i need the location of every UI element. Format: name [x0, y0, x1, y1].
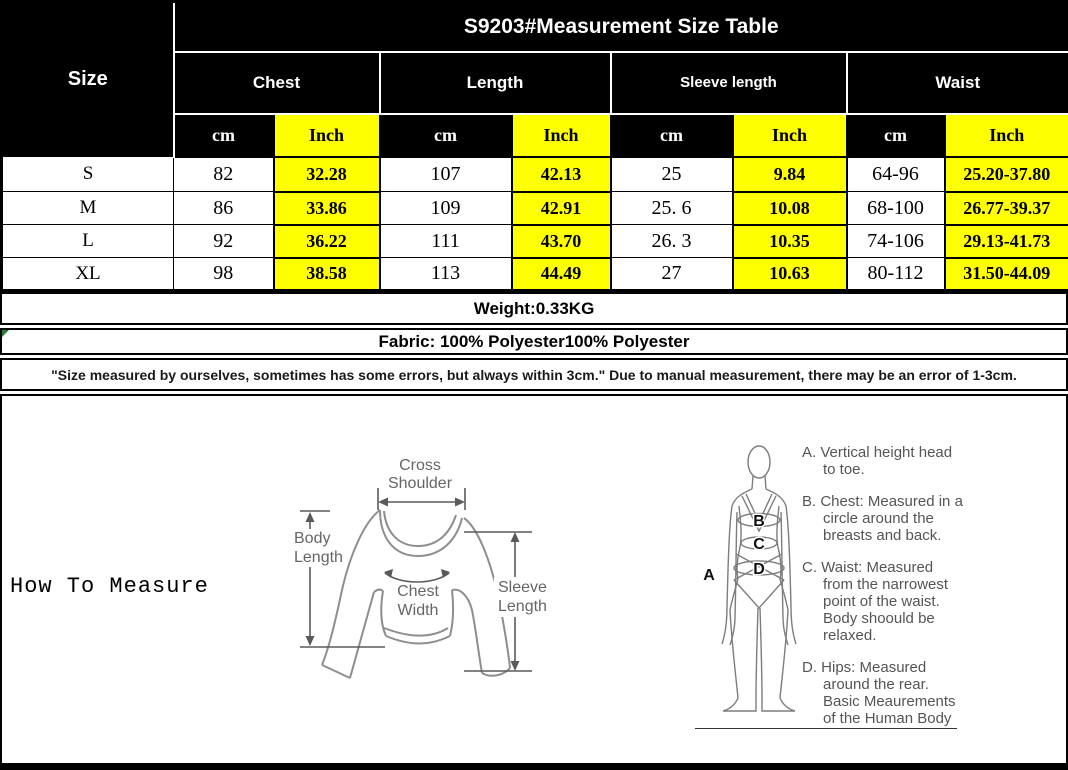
fabric-text: Fabric: 100% Polyester100% Polyester: [378, 331, 690, 351]
weight-text: Weight:0.33KG: [473, 298, 595, 318]
body-length-label: Length: [294, 549, 343, 566]
length-cm-value: 111: [379, 224, 512, 258]
length-inch-value: 42.13: [510, 155, 612, 193]
table-row-s: S 82 32.28 107 42.13 25 9.84 64-96 25.20…: [1, 155, 1068, 193]
cross-shoulder-label: Cross: [399, 457, 441, 474]
group-header-sleeve-length: Sleeve length: [609, 50, 848, 115]
table-row-l: L 92 36.22 111 43.70 26. 3 10.35 74-106 …: [1, 223, 1068, 259]
fabric-row: Fabric: 100% Polyester100% Polyester: [0, 328, 1068, 355]
figure-underline: [695, 728, 957, 729]
measure-instructions: A. Vertical height head to toe. B. Chest…: [802, 444, 977, 742]
length-inch-value: 43.70: [510, 223, 612, 259]
instruction-c: C. Waist: Measured from the narrowest po…: [802, 559, 949, 644]
cell-corner-marker: [2, 330, 9, 337]
arrow-heads: [305, 497, 520, 671]
cross-shoulder-label: Shoulder: [388, 475, 453, 492]
group-header-chest: Chest: [172, 50, 381, 115]
chest-cm-value: 82: [173, 156, 274, 192]
sleeve-cm-value: 25. 6: [610, 191, 733, 225]
unit-header-length-inch: Inch: [510, 112, 612, 158]
label-b: B: [753, 513, 765, 530]
sleeve-inch-value: 10.63: [731, 256, 848, 292]
instruction-a: A. Vertical height head to toe.: [802, 444, 953, 478]
chest-inch-value: 36.22: [272, 223, 381, 259]
chest-cm-value: 86: [173, 191, 274, 225]
how-to-measure-heading: How To Measure: [10, 574, 209, 599]
length-cm-value: 107: [379, 156, 512, 192]
body-length-label: Body: [294, 530, 330, 547]
table-title: S9203#Measurement Size Table: [172, 1, 1068, 53]
waist-cm-value: 80-112: [846, 257, 945, 291]
shirt-diagram-labels: Cross Shoulder Body Length Chest Width S…: [291, 457, 556, 619]
disclaimer-text: "Size measured by ourselves, sometimes h…: [51, 366, 1017, 383]
label-d: D: [753, 561, 765, 578]
shirt-outline: [321, 509, 511, 679]
body-diagram-labels: A B C D: [702, 512, 767, 586]
weight-row: Weight:0.33KG: [0, 292, 1068, 325]
chest-cm-value: 98: [173, 257, 274, 291]
size-value: S: [1, 156, 174, 192]
chest-inch-value: 33.86: [272, 190, 381, 226]
sleeve-length-label: Sleeve: [498, 579, 547, 596]
length-inch-value: 42.91: [510, 190, 612, 226]
waist-cm-value: 68-100: [846, 191, 945, 225]
bottom-border-bar: [0, 765, 1068, 770]
sleeve-cm-value: 25: [610, 156, 733, 192]
size-column-header: Size: [1, 1, 175, 157]
group-header-waist: Waist: [845, 50, 1068, 115]
unit-header-chest-inch: Inch: [272, 112, 381, 158]
waist-inch-value: 26.77-39.37: [943, 190, 1068, 226]
chest-cm-value: 92: [173, 224, 274, 258]
length-inch-value: 44.49: [510, 256, 612, 292]
waist-cm-value: 64-96: [846, 156, 945, 192]
chest-inch-value: 32.28: [272, 155, 381, 193]
sleeve-cm-value: 26. 3: [610, 224, 733, 258]
how-to-measure-section: How To Measure: [0, 394, 1068, 765]
length-cm-value: 109: [379, 191, 512, 225]
length-cm-value: 113: [379, 257, 512, 291]
group-header-length: Length: [378, 50, 612, 115]
body-measure-diagram: A B C D: [702, 445, 797, 712]
sleeve-inch-value: 9.84: [731, 155, 848, 193]
table-row-m: M 86 33.86 109 42.91 25. 6 10.08 68-100 …: [1, 190, 1068, 226]
sleeve-inch-value: 10.35: [731, 223, 848, 259]
unit-header-waist-inch: Inch: [943, 112, 1068, 158]
unit-header-waist-cm: cm: [846, 112, 945, 158]
measurement-size-table: Size S9203#Measurement Size Table Chest …: [0, 0, 1068, 292]
sleeve-length-label: Length: [498, 598, 547, 615]
unit-header-sleeve-cm: cm: [610, 112, 733, 158]
shirt-measure-diagram: Cross Shoulder Body Length Chest Width S…: [291, 457, 556, 679]
table-row-xl: XL 98 38.58 113 44.49 27 10.63 80-112 31…: [1, 256, 1068, 292]
chest-width-label: Width: [398, 602, 439, 619]
label-a: A: [703, 567, 715, 584]
unit-header-sleeve-inch: Inch: [731, 112, 848, 158]
instruction-d: D. Hips: Measured around the rear. Basic…: [802, 659, 956, 727]
waist-inch-value: 29.13-41.73: [943, 223, 1068, 259]
sleeve-inch-value: 10.08: [731, 190, 848, 226]
size-value: L: [1, 224, 174, 258]
chest-inch-value: 38.58: [272, 256, 381, 292]
unit-header-length-cm: cm: [379, 112, 512, 158]
unit-header-chest-cm: cm: [173, 112, 274, 158]
disclaimer-row: "Size measured by ourselves, sometimes h…: [0, 358, 1068, 391]
label-c: C: [753, 536, 765, 553]
waist-cm-value: 74-106: [846, 224, 945, 258]
size-value: M: [1, 191, 174, 225]
waist-inch-value: 25.20-37.80: [943, 155, 1068, 193]
size-value: XL: [1, 257, 174, 291]
waist-inch-value: 31.50-44.09: [943, 256, 1068, 292]
chest-width-label: Chest: [397, 583, 439, 600]
sleeve-cm-value: 27: [610, 257, 733, 291]
instruction-b: B. Chest: Measured in a circle around th…: [802, 493, 963, 544]
body-outline: [721, 445, 797, 712]
